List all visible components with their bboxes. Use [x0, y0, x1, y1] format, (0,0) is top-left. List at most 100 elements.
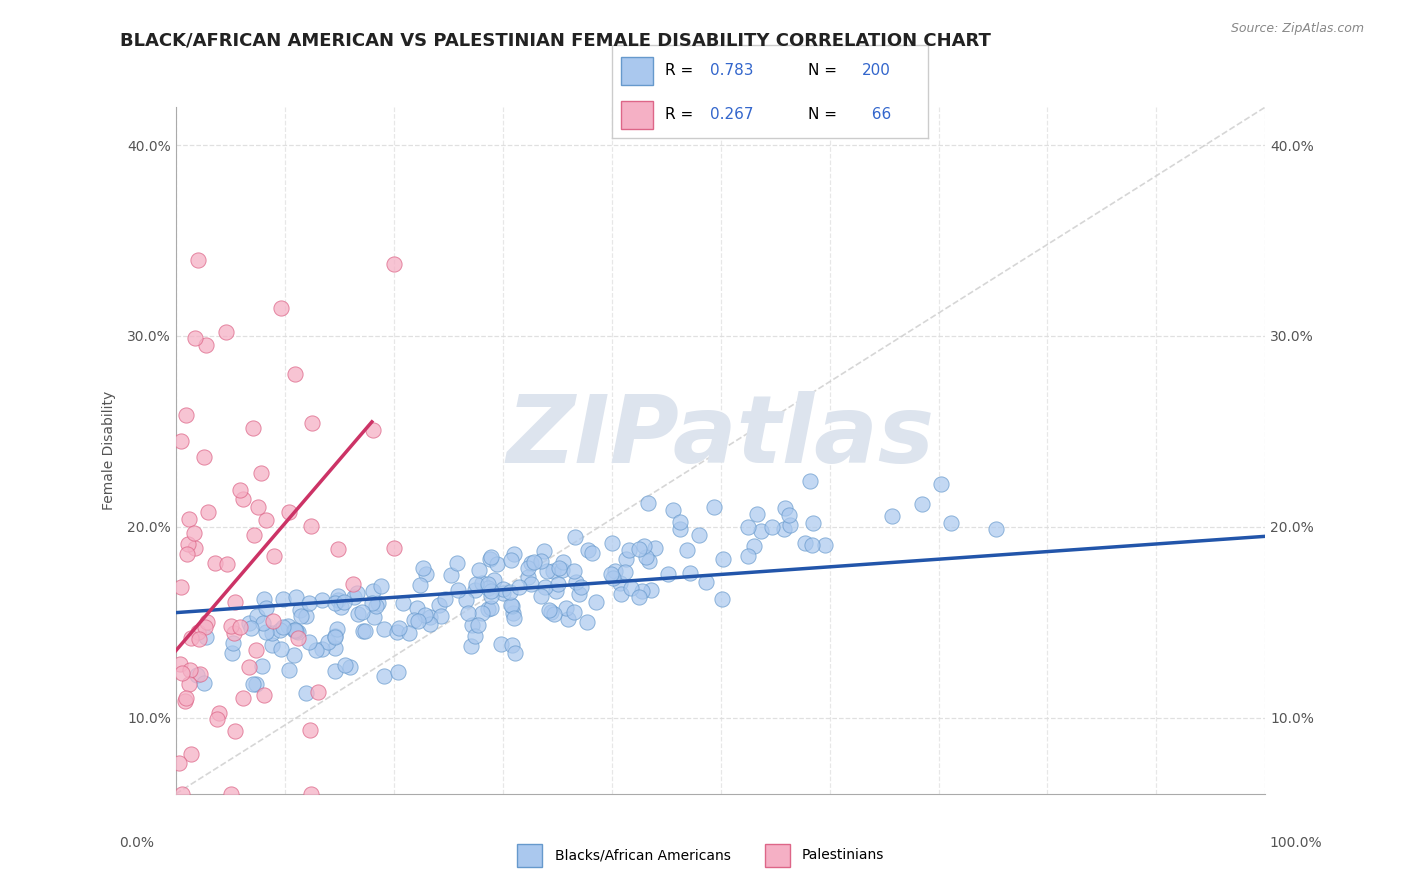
- Point: [447, 582, 470, 597]
- Point: [333, 595, 356, 609]
- Point: [228, 483, 250, 497]
- Point: [180, 747, 202, 761]
- Point: [939, 516, 962, 531]
- Point: [634, 550, 657, 565]
- Point: [174, 408, 197, 422]
- Point: [205, 712, 228, 726]
- Point: [382, 257, 405, 271]
- Point: [749, 524, 772, 538]
- Point: [911, 497, 934, 511]
- Point: [364, 599, 387, 614]
- Point: [354, 624, 377, 638]
- Point: [245, 608, 267, 623]
- Point: [429, 609, 451, 624]
- Text: 0.0%: 0.0%: [120, 836, 155, 850]
- Point: [169, 657, 191, 671]
- Point: [283, 648, 305, 663]
- Point: [247, 500, 270, 514]
- Point: [479, 550, 502, 565]
- Point: [737, 549, 759, 563]
- Point: [326, 589, 349, 603]
- Point: [183, 331, 205, 345]
- Point: [301, 416, 323, 430]
- Point: [519, 577, 541, 591]
- Point: [456, 593, 478, 607]
- Point: [179, 512, 201, 526]
- Point: [551, 555, 574, 569]
- Point: [661, 503, 683, 517]
- Point: [398, 626, 420, 640]
- Point: [502, 607, 524, 621]
- Point: [620, 582, 643, 596]
- Point: [170, 434, 193, 448]
- Point: [703, 500, 725, 515]
- Text: R =: R =: [665, 63, 699, 78]
- Point: [270, 301, 292, 315]
- Point: [269, 623, 291, 637]
- Point: [547, 576, 569, 591]
- Point: [183, 525, 205, 540]
- Point: [311, 592, 333, 607]
- Point: [471, 606, 494, 620]
- Point: [250, 466, 273, 480]
- Point: [298, 635, 321, 649]
- Point: [174, 694, 197, 708]
- Point: [633, 539, 655, 553]
- Point: [547, 561, 569, 575]
- Point: [600, 535, 623, 549]
- Point: [167, 756, 190, 771]
- Point: [323, 665, 346, 679]
- Point: [361, 583, 384, 598]
- Point: [295, 686, 318, 700]
- Point: [501, 638, 523, 652]
- Text: ZIPatlas: ZIPatlas: [506, 391, 935, 483]
- Point: [367, 596, 389, 610]
- Point: [179, 663, 201, 677]
- Point: [326, 541, 349, 556]
- Text: Palestinians: Palestinians: [801, 848, 884, 863]
- Point: [628, 590, 651, 604]
- Point: [565, 575, 588, 590]
- Point: [576, 543, 599, 558]
- Point: [277, 664, 299, 678]
- Point: [986, 522, 1008, 536]
- Text: N =: N =: [808, 63, 842, 78]
- Text: R =: R =: [665, 107, 699, 122]
- Point: [614, 552, 637, 566]
- Point: [464, 629, 486, 643]
- Point: [284, 368, 307, 382]
- Point: [215, 557, 238, 571]
- Point: [929, 477, 952, 491]
- Point: [413, 607, 436, 622]
- Point: [222, 636, 245, 650]
- Point: [773, 522, 796, 536]
- Point: [492, 585, 515, 599]
- Point: [517, 561, 540, 575]
- Point: [253, 592, 276, 607]
- Point: [461, 618, 484, 632]
- Point: [224, 625, 246, 640]
- Point: [194, 338, 217, 352]
- Point: [517, 570, 540, 584]
- Text: 100.0%: 100.0%: [1270, 836, 1322, 850]
- Point: [585, 595, 607, 609]
- Point: [778, 508, 800, 523]
- Point: [363, 610, 385, 624]
- Point: [464, 576, 486, 591]
- Point: [554, 601, 576, 615]
- Point: [468, 563, 491, 577]
- Point: [253, 688, 276, 702]
- Point: [402, 613, 425, 627]
- Point: [669, 515, 692, 529]
- Point: [801, 538, 824, 552]
- Point: [295, 608, 318, 623]
- Point: [562, 564, 585, 578]
- Point: [197, 504, 219, 518]
- Point: [232, 491, 254, 506]
- Point: [326, 622, 349, 636]
- Point: [602, 571, 624, 585]
- Point: [637, 554, 659, 568]
- Point: [609, 575, 631, 590]
- Point: [657, 567, 679, 582]
- Point: [224, 595, 246, 609]
